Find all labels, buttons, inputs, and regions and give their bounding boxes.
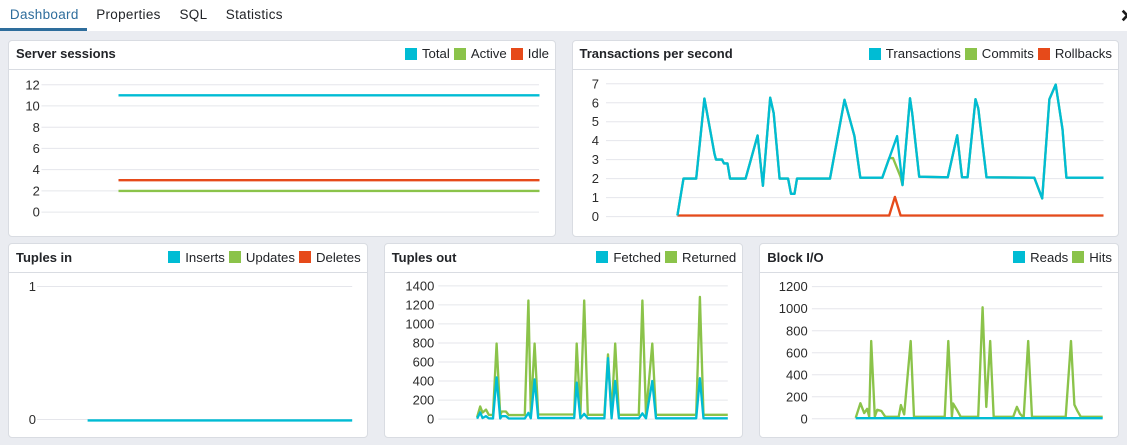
svg-text:0: 0	[29, 412, 36, 427]
svg-text:400: 400	[786, 368, 808, 383]
svg-text:4: 4	[591, 133, 598, 148]
svg-text:4: 4	[33, 162, 40, 177]
svg-text:800: 800	[412, 336, 434, 351]
svg-text:6: 6	[33, 141, 40, 156]
svg-text:1200: 1200	[779, 279, 808, 294]
svg-text:400: 400	[412, 374, 434, 389]
svg-text:1200: 1200	[405, 298, 434, 313]
svg-text:1400: 1400	[405, 279, 434, 294]
svg-text:7: 7	[591, 76, 598, 91]
svg-text:1: 1	[29, 279, 36, 294]
svg-text:200: 200	[412, 393, 434, 408]
svg-text:0: 0	[427, 412, 434, 427]
svg-text:3: 3	[591, 152, 598, 167]
svg-text:0: 0	[33, 205, 40, 220]
svg-text:1000: 1000	[405, 317, 434, 332]
svg-text:1000: 1000	[779, 301, 808, 316]
svg-text:800: 800	[786, 324, 808, 339]
svg-text:0: 0	[591, 209, 598, 224]
svg-text:12: 12	[25, 77, 39, 92]
svg-text:10: 10	[25, 99, 39, 114]
svg-text:600: 600	[786, 346, 808, 361]
svg-text:8: 8	[33, 120, 40, 135]
svg-text:0: 0	[801, 412, 808, 427]
svg-text:200: 200	[786, 390, 808, 405]
svg-text:6: 6	[591, 95, 598, 110]
svg-text:5: 5	[591, 114, 598, 129]
svg-text:2: 2	[591, 171, 598, 186]
svg-text:2: 2	[33, 184, 40, 199]
svg-text:1: 1	[591, 190, 598, 205]
svg-text:600: 600	[412, 355, 434, 370]
